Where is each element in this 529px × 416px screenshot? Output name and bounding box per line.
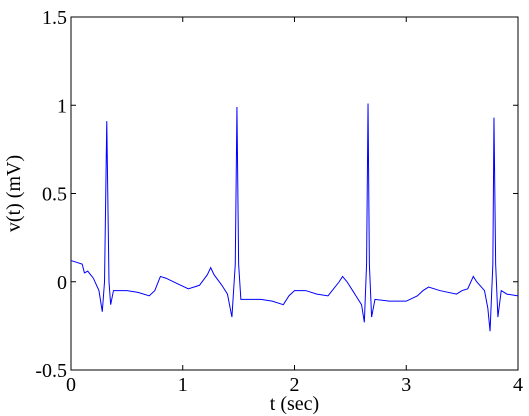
ecg-line — [70, 103, 519, 332]
y-tick-label: 0 — [57, 272, 67, 294]
x-tick-label: 2 — [290, 374, 300, 396]
y-tick-label: 1.5 — [42, 7, 67, 29]
y-tick-label: -0.5 — [35, 360, 67, 382]
y-axis-label: v(t) (mV) — [3, 155, 25, 232]
plot-frame — [70, 16, 519, 371]
x-tick-label: 3 — [401, 374, 411, 396]
x-tick-label: 1 — [178, 374, 188, 396]
y-tick-label: 1 — [57, 95, 67, 117]
y-tick-label: 0.5 — [42, 184, 67, 206]
x-tick-label: 0 — [66, 374, 76, 396]
x-axis-label: t (sec) — [270, 393, 319, 415]
x-tick-label: 4 — [513, 374, 523, 396]
